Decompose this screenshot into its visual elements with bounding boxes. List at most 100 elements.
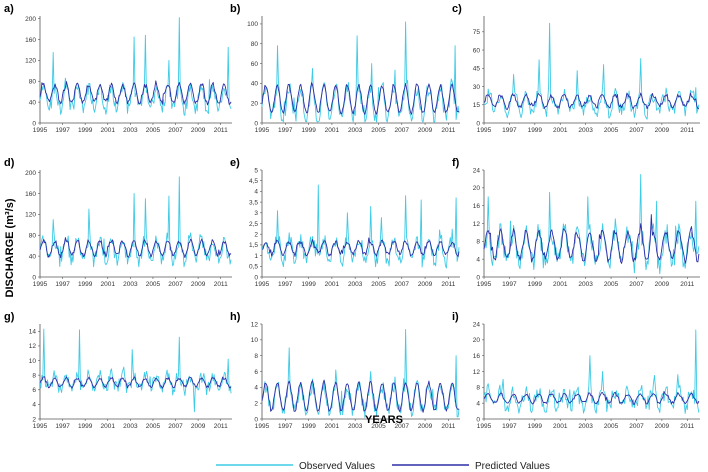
x-tick-label: 2001 bbox=[553, 423, 568, 430]
x-tick-label: 1995 bbox=[33, 423, 48, 430]
x-tick-label: 2011 bbox=[680, 423, 694, 430]
y-tick-label: 0 bbox=[476, 120, 480, 127]
y-tick-label: 45 bbox=[473, 66, 481, 73]
y-tick-label: 3 bbox=[254, 210, 258, 217]
x-tick-label: 2003 bbox=[578, 423, 593, 430]
x-tick-label: 2001 bbox=[101, 423, 116, 430]
x-tick-label: 2007 bbox=[629, 281, 644, 288]
y-tick-label: 14 bbox=[29, 329, 37, 336]
y-tick-label: 15 bbox=[473, 102, 481, 109]
panel-label: c) bbox=[452, 3, 462, 15]
x-tick-label: 1997 bbox=[278, 423, 293, 430]
x-tick-label: 2009 bbox=[655, 281, 670, 288]
x-tick-label: 2007 bbox=[629, 127, 644, 134]
panel-2: b) 0 20 40 60 80 100 1995 1997 1999 2001 2003 2005 20… bbox=[230, 3, 460, 134]
y-tick-label: 5 bbox=[254, 167, 258, 174]
y-tick-label: 120 bbox=[25, 212, 36, 219]
legend-predicted-label: Predicted Values bbox=[475, 461, 550, 472]
x-tick-label: 1999 bbox=[301, 281, 316, 288]
x-tick-label: 2001 bbox=[101, 281, 116, 288]
predicted-series-line bbox=[483, 391, 700, 405]
x-tick-label: 1999 bbox=[301, 127, 316, 134]
y-tick-label: 30 bbox=[473, 84, 481, 91]
x-tick-label: 2005 bbox=[604, 127, 619, 134]
y-tick-label: 4 bbox=[254, 189, 258, 196]
y-tick-label: 4,5 bbox=[249, 178, 258, 185]
predicted-series-line bbox=[39, 80, 232, 106]
y-tick-label: 75 bbox=[473, 29, 481, 36]
y-tick-label: 4 bbox=[254, 385, 258, 392]
x-tick-label: 2005 bbox=[371, 423, 386, 430]
x-tick-label: 1995 bbox=[255, 127, 270, 134]
x-tick-label: 2009 bbox=[191, 423, 206, 430]
x-tick-label: 1997 bbox=[55, 423, 70, 430]
y-tick-label: 8 bbox=[476, 239, 480, 246]
panel-5: e) 0 0,5 1 1,5 2 2,5 3 3,5 4 4,5 5 1995 1997 1999 2001 2… bbox=[230, 157, 460, 288]
y-tick-label: 80 bbox=[29, 233, 37, 240]
y-tick-label: 4 bbox=[32, 402, 36, 409]
x-tick-label: 2009 bbox=[418, 423, 433, 430]
x-tick-label: 1999 bbox=[528, 127, 543, 134]
x-tick-label: 1995 bbox=[477, 281, 492, 288]
x-tick-label: 2011 bbox=[214, 281, 228, 288]
x-tick-label: 2003 bbox=[123, 127, 138, 134]
x-tick-label: 2011 bbox=[441, 281, 455, 288]
x-tick-label: 2007 bbox=[168, 423, 183, 430]
y-tick-label: 80 bbox=[251, 41, 259, 48]
y-tick-label: 2 bbox=[254, 232, 258, 239]
x-tick-label: 1999 bbox=[528, 281, 543, 288]
x-tick-label: 2001 bbox=[325, 281, 340, 288]
y-tick-label: 1 bbox=[254, 253, 258, 260]
y-tick-label: 40 bbox=[29, 99, 37, 106]
y-tick-label: 10 bbox=[29, 358, 37, 365]
panel-label: a) bbox=[4, 3, 14, 15]
x-tick-label: 2003 bbox=[123, 423, 138, 430]
x-tick-label: 2009 bbox=[418, 281, 433, 288]
x-tick-label: 2001 bbox=[325, 127, 340, 134]
y-tick-label: 1,5 bbox=[249, 242, 258, 249]
x-tick-label: 1995 bbox=[33, 127, 48, 134]
panel-label: h) bbox=[230, 311, 241, 323]
x-tick-label: 2009 bbox=[418, 127, 433, 134]
x-tick-label: 2011 bbox=[441, 127, 455, 134]
observed-series-line bbox=[483, 174, 700, 275]
x-tick-label: 1997 bbox=[55, 281, 70, 288]
y-tick-label: 6 bbox=[254, 369, 258, 376]
x-tick-label: 2009 bbox=[191, 127, 206, 134]
y-tick-label: 120 bbox=[25, 58, 36, 65]
observed-series-line bbox=[483, 329, 700, 414]
x-tick-label: 1995 bbox=[477, 127, 492, 134]
x-tick-label: 2011 bbox=[680, 127, 694, 134]
y-tick-label: 40 bbox=[251, 81, 259, 88]
x-tick-label: 2001 bbox=[553, 281, 568, 288]
predicted-series-line bbox=[39, 376, 232, 389]
y-tick-label: 4 bbox=[476, 256, 480, 263]
x-tick-label: 2003 bbox=[578, 281, 593, 288]
observed-series-line bbox=[39, 17, 232, 116]
y-tick-label: 20 bbox=[473, 185, 481, 192]
panel-9: i) 0 4 8 12 16 20 24 1995 1997 1999 2001 2003 2005 200… bbox=[452, 311, 700, 430]
observed-series-line bbox=[39, 328, 232, 413]
x-tick-label: 1999 bbox=[78, 281, 93, 288]
observed-series-line bbox=[483, 22, 700, 120]
y-tick-label: 0,5 bbox=[249, 264, 258, 271]
panel-3: c) 0 15 30 45 60 75 1995 1997 1999 2001 2003 2005 200… bbox=[452, 3, 700, 134]
x-tick-label: 2005 bbox=[371, 127, 386, 134]
panel-label: d) bbox=[4, 157, 15, 169]
x-tick-label: 2011 bbox=[214, 127, 228, 134]
y-tick-label: 12 bbox=[251, 321, 259, 328]
observed-series-line bbox=[261, 21, 460, 123]
predicted-series-line bbox=[39, 237, 232, 259]
x-tick-label: 2003 bbox=[123, 281, 138, 288]
x-tick-label: 2007 bbox=[395, 423, 410, 430]
observed-series-line bbox=[261, 329, 460, 418]
panel-label: f) bbox=[452, 157, 460, 169]
y-tick-label: 12 bbox=[473, 369, 481, 376]
y-tick-label: 60 bbox=[251, 61, 259, 68]
y-tick-label: 8 bbox=[254, 353, 258, 360]
y-axis-title: DISCHARGE (m³/s) bbox=[4, 198, 16, 297]
x-tick-label: 2007 bbox=[168, 127, 183, 134]
y-tick-label: 10 bbox=[251, 337, 259, 344]
